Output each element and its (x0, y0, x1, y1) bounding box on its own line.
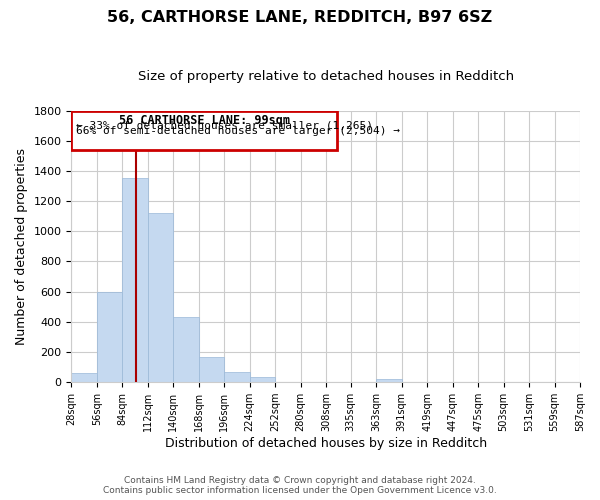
Bar (173, 318, 199, 382)
Bar (71, 373, 97, 382)
Title: Size of property relative to detached houses in Redditch: Size of property relative to detached ho… (137, 70, 514, 83)
Y-axis label: Number of detached properties: Number of detached properties (15, 148, 28, 345)
Text: ← 33% of detached houses are smaller (1,265): ← 33% of detached houses are smaller (1,… (76, 120, 373, 130)
Bar (122, 178, 148, 382)
Bar (376, 379, 401, 382)
Bar (148, 213, 173, 382)
Bar (97, 292, 122, 382)
Bar (250, 377, 275, 382)
X-axis label: Distribution of detached houses by size in Redditch: Distribution of detached houses by size … (164, 437, 487, 450)
Bar (224, 372, 250, 382)
Text: Contains HM Land Registry data © Crown copyright and database right 2024.
Contai: Contains HM Land Registry data © Crown c… (103, 476, 497, 495)
Text: 56 CARTHORSE LANE: 99sqm: 56 CARTHORSE LANE: 99sqm (119, 114, 290, 128)
FancyBboxPatch shape (71, 110, 337, 150)
Text: 56, CARTHORSE LANE, REDDITCH, B97 6SZ: 56, CARTHORSE LANE, REDDITCH, B97 6SZ (107, 10, 493, 25)
Text: 66% of semi-detached houses are larger (2,504) →: 66% of semi-detached houses are larger (… (76, 126, 400, 136)
Bar (199, 356, 224, 382)
